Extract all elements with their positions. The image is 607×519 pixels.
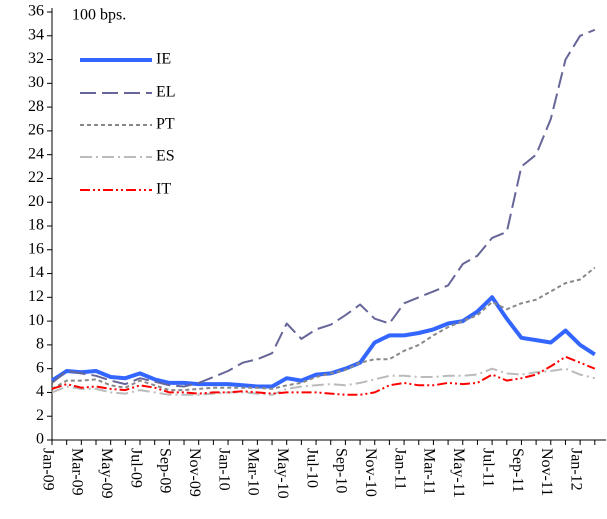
y-tick-label: 8 xyxy=(36,336,44,353)
x-tick-label: Jul-10 xyxy=(303,448,320,488)
legend-label: IT xyxy=(156,181,171,198)
x-tick-label: Jan-12 xyxy=(567,448,584,491)
series-line xyxy=(51,266,596,392)
y-tick-label: 20 xyxy=(28,193,44,210)
legend-label: EL xyxy=(156,84,176,101)
series-line xyxy=(51,367,596,396)
y-tick-label: 22 xyxy=(28,169,44,186)
series-line xyxy=(51,28,596,388)
x-tick-label: Jan-10 xyxy=(215,448,232,491)
x-tick-label: May-09 xyxy=(98,448,115,499)
y-tick-label: 28 xyxy=(28,98,44,115)
x-tick-label: Jul-09 xyxy=(127,448,144,488)
x-tick-label: Sep-09 xyxy=(157,448,174,493)
unit-label: 100 bps. xyxy=(72,7,126,24)
x-tick-label: Nov-09 xyxy=(186,448,203,497)
y-tick-label: 24 xyxy=(28,145,44,162)
y-tick-label: 36 xyxy=(28,3,44,20)
series-line xyxy=(51,355,596,396)
series-line xyxy=(50,295,596,389)
y-tick-label: 18 xyxy=(28,217,44,234)
x-tick-label: Mar-09 xyxy=(69,448,86,496)
x-tick-label: Sep-11 xyxy=(509,448,526,493)
legend-label: ES xyxy=(156,148,175,165)
y-tick-label: 26 xyxy=(28,122,44,139)
y-tick-label: 12 xyxy=(28,288,44,305)
y-tick-label: 10 xyxy=(28,312,44,329)
y-tick-label: 30 xyxy=(28,74,44,91)
x-tick-label: Nov-11 xyxy=(538,448,555,496)
x-tick-label: May-10 xyxy=(274,448,291,499)
x-tick-label: Sep-10 xyxy=(333,448,350,493)
x-tick-label: Jan-09 xyxy=(39,448,56,491)
x-tick-label: May-11 xyxy=(450,448,467,498)
legend-label: IE xyxy=(156,51,171,68)
x-tick-label: Mar-10 xyxy=(245,448,262,496)
y-tick-label: 34 xyxy=(28,26,44,43)
y-tick-label: 4 xyxy=(36,383,44,400)
y-tick-label: 2 xyxy=(36,407,44,424)
legend-label: PT xyxy=(156,116,175,133)
x-tick-label: Jul-11 xyxy=(479,448,496,487)
y-tick-label: 0 xyxy=(36,431,44,448)
y-tick-label: 16 xyxy=(28,240,44,257)
x-tick-label: Jan-11 xyxy=(391,448,408,490)
y-tick-label: 32 xyxy=(28,50,44,67)
x-tick-label: Nov-10 xyxy=(362,448,379,497)
y-tick-label: 6 xyxy=(36,359,44,376)
x-tick-label: Mar-11 xyxy=(421,448,438,495)
y-tick-label: 14 xyxy=(28,264,44,281)
